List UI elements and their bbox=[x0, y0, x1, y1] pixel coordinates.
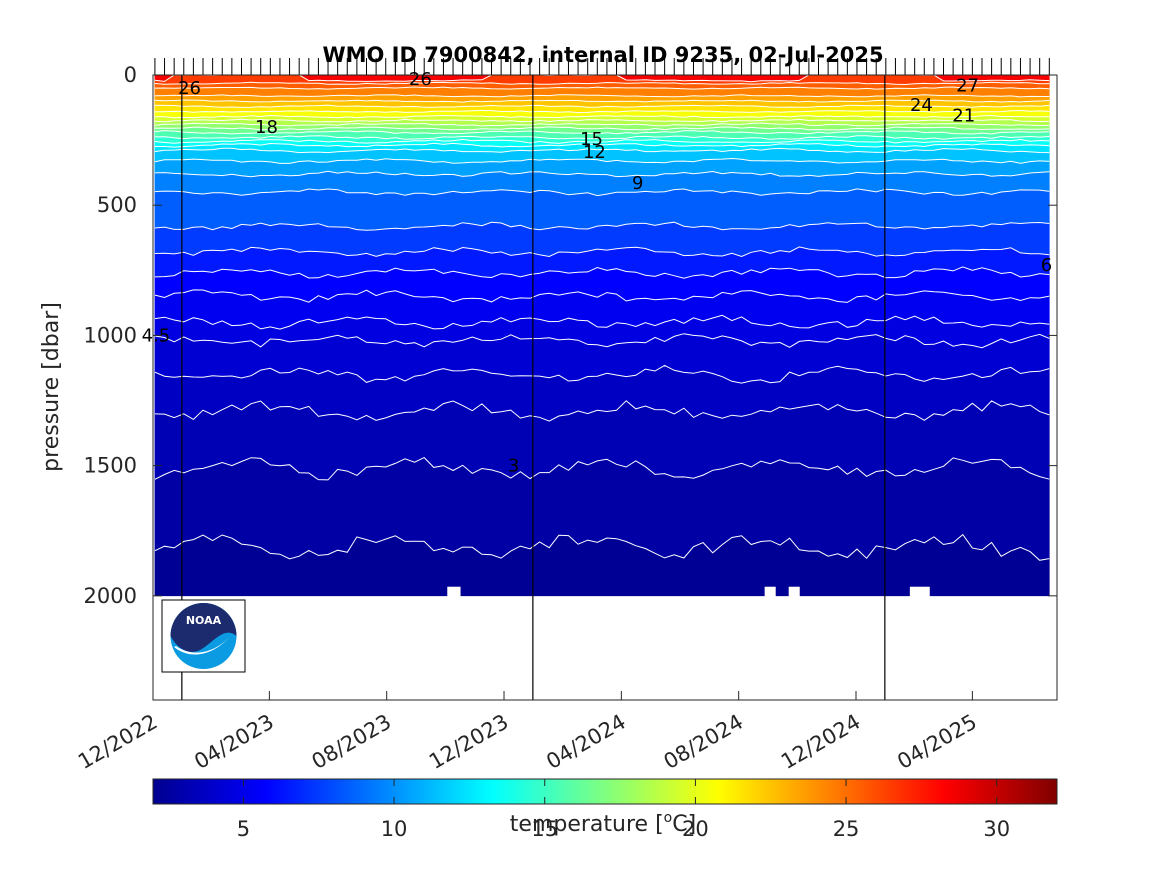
isotherm-line bbox=[154, 314, 1050, 330]
isotherm-line bbox=[154, 157, 1050, 164]
contour-label: 12 bbox=[583, 142, 606, 163]
isotherm-line bbox=[154, 81, 1050, 86]
isotherm-line bbox=[154, 364, 1050, 384]
y-axis-label: pressure [dbar] bbox=[39, 302, 64, 472]
plot-frame bbox=[152, 74, 1058, 701]
isotherm-line bbox=[154, 289, 1050, 303]
colorbar: 5 10 15 20 25 30 temperature [oC] bbox=[152, 778, 1058, 841]
colorbar-tick-label: 20 bbox=[682, 817, 709, 841]
contour-label: 21 bbox=[952, 105, 975, 126]
y-tick-label: 500 bbox=[97, 193, 137, 217]
isotherm-line bbox=[154, 533, 1050, 561]
isotherm-line bbox=[154, 138, 1050, 144]
y-axis-ticks: 0 500 1000 1500 2000 bbox=[84, 63, 1057, 608]
isotherm-line bbox=[154, 122, 1050, 127]
isotherm-line bbox=[154, 188, 1050, 197]
contour-label: 27 bbox=[956, 75, 979, 96]
logo-text: NOAA bbox=[186, 614, 222, 627]
x-tick-label: 12/2022 bbox=[74, 710, 162, 774]
year-boundary-lines bbox=[181, 75, 886, 700]
isotherm-line bbox=[154, 130, 1050, 135]
shallow-profile-gap bbox=[447, 586, 461, 597]
isotherm-line bbox=[154, 109, 1050, 114]
x-tick-label: 08/2023 bbox=[308, 710, 396, 774]
x-tick-label: 04/2025 bbox=[893, 710, 981, 774]
contour-label: 9 bbox=[632, 173, 643, 194]
y-tick-label: 1000 bbox=[84, 323, 137, 347]
colorbar-label: temperature [oC] bbox=[510, 810, 696, 837]
colorbar-tick-label: 5 bbox=[237, 817, 250, 841]
isotherm-line bbox=[154, 118, 1050, 123]
colorbar-tick-label: 30 bbox=[983, 817, 1010, 841]
isotherm-line bbox=[154, 266, 1050, 279]
isotherm-line bbox=[154, 114, 1050, 119]
isotherm-line bbox=[154, 246, 1050, 258]
isotherm-contours bbox=[154, 75, 1050, 561]
isotherm-line bbox=[154, 400, 1050, 422]
y-tick-label: 0 bbox=[124, 63, 137, 87]
isotherm-line bbox=[154, 221, 1050, 231]
colorbar-gradient bbox=[152, 778, 1058, 805]
contour-label: 26 bbox=[178, 78, 201, 99]
isotherm-line bbox=[154, 456, 1050, 481]
isotherm-line bbox=[154, 75, 1050, 83]
contour-label: 26 bbox=[409, 69, 432, 90]
colorbar-tick-label: 25 bbox=[833, 817, 860, 841]
isotherm-line bbox=[154, 142, 1050, 148]
contour-label: 6 bbox=[1041, 255, 1052, 276]
noaa-logo: NOAA bbox=[161, 599, 246, 673]
y-tick-label: 2000 bbox=[84, 584, 137, 608]
x-tick-label: 04/2024 bbox=[542, 710, 630, 774]
isotherm-line bbox=[154, 170, 1050, 178]
isotherm-line bbox=[154, 94, 1050, 98]
x-tick-label: 12/2023 bbox=[425, 710, 513, 774]
colorbar-ticks: 5 10 15 20 25 30 bbox=[237, 779, 1010, 841]
isotherm-line bbox=[154, 99, 1050, 103]
isotherm-line bbox=[154, 126, 1050, 131]
shallow-profile-gap bbox=[764, 586, 776, 597]
profile-date-markers bbox=[154, 58, 1050, 75]
contour-label: 24 bbox=[910, 95, 933, 116]
x-axis-ticks: 12/2022 04/2023 08/2023 12/2023 04/2024 08/20… bbox=[74, 691, 981, 774]
y-tick-label: 1500 bbox=[84, 454, 137, 478]
contour-label: 18 bbox=[255, 117, 278, 138]
isotherm-line bbox=[154, 135, 1050, 140]
isotherm-line bbox=[154, 147, 1050, 154]
contour-label: 15 bbox=[580, 129, 603, 150]
x-tick-label: 08/2024 bbox=[660, 710, 748, 774]
contour-label: 3 bbox=[508, 456, 519, 477]
shallow-profile-gap bbox=[788, 586, 800, 597]
shallow-profile-gap bbox=[909, 586, 930, 597]
isotherm-line bbox=[154, 104, 1050, 108]
x-tick-label: 12/2024 bbox=[777, 710, 865, 774]
x-tick-label: 04/2023 bbox=[190, 710, 278, 774]
colorbar-tick-label: 15 bbox=[531, 817, 558, 841]
colorbar-tick-label: 10 bbox=[381, 817, 408, 841]
isotherm-line bbox=[154, 86, 1050, 90]
isotherm-line bbox=[154, 333, 1050, 349]
